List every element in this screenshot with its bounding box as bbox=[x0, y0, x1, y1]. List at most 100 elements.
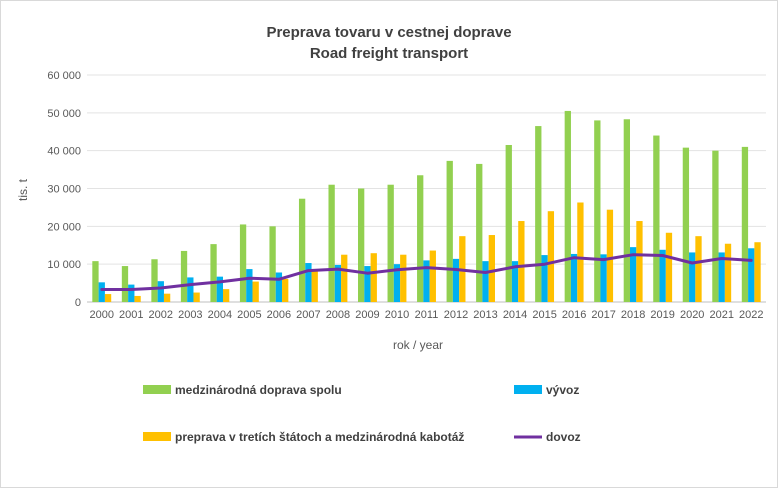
x-tick-labels: 2000 2001 2002 2003 2004 2005 2006 2007 2008 2009… bbox=[90, 309, 764, 321]
bar-export bbox=[334, 264, 342, 302]
bar-total bbox=[712, 150, 719, 302]
bar-export bbox=[689, 252, 696, 302]
legend-swatch bbox=[514, 385, 542, 394]
bar-export bbox=[187, 277, 194, 302]
bar-total bbox=[446, 160, 453, 302]
legend-label: preprava v tretích štátoch a medzinárodn… bbox=[175, 430, 464, 444]
bar-total bbox=[741, 146, 749, 302]
bar-total bbox=[121, 266, 129, 302]
x-tick-label: 2003 bbox=[178, 309, 202, 321]
legend-label: medzinárodná doprava spolu bbox=[175, 383, 342, 397]
bar-total bbox=[476, 163, 483, 302]
bar-export bbox=[452, 258, 460, 302]
y-tick-label: 10 000 bbox=[47, 259, 81, 271]
bar-total bbox=[535, 126, 542, 302]
bar-cross-trade bbox=[606, 209, 614, 302]
x-tick-label: 2016 bbox=[562, 309, 586, 321]
x-tick-label: 2018 bbox=[621, 309, 645, 321]
x-tick-label: 2007 bbox=[296, 309, 320, 321]
x-tick-label: 2015 bbox=[532, 309, 556, 321]
bar-total bbox=[151, 259, 158, 302]
x-axis-label: rok / year bbox=[393, 338, 443, 352]
chart-title: Preprava tovaru v cestnej doprave bbox=[266, 24, 511, 41]
bar-cross-trade bbox=[222, 289, 230, 302]
bar-export bbox=[216, 276, 223, 302]
bar-total bbox=[210, 244, 217, 302]
bar-total bbox=[358, 188, 365, 302]
bar-export bbox=[718, 252, 725, 302]
bar-export bbox=[423, 260, 430, 302]
legend-swatch bbox=[143, 385, 171, 394]
bar-export bbox=[630, 247, 637, 302]
legend-swatch bbox=[143, 432, 171, 441]
bar-export bbox=[600, 254, 607, 302]
x-tick-label: 2002 bbox=[149, 309, 173, 321]
gridlines bbox=[87, 74, 766, 303]
bar-total bbox=[623, 119, 631, 302]
y-tick-label: 20 000 bbox=[47, 221, 81, 233]
bar-total bbox=[328, 184, 335, 302]
bar-cross-trade bbox=[400, 254, 407, 302]
legend-label: vývoz bbox=[546, 383, 579, 397]
bars bbox=[92, 110, 761, 303]
bar-total bbox=[298, 198, 306, 302]
bar-cross-trade bbox=[724, 243, 732, 302]
bar-export bbox=[246, 269, 253, 302]
bar-total bbox=[505, 144, 512, 302]
bar-total bbox=[180, 250, 188, 302]
x-tick-label: 2010 bbox=[385, 309, 409, 321]
bar-export bbox=[511, 261, 519, 302]
x-tick-label: 2000 bbox=[90, 309, 114, 321]
bar-export bbox=[128, 284, 135, 302]
bar-total bbox=[269, 226, 276, 302]
x-tick-label: 2022 bbox=[739, 309, 763, 321]
x-tick-label: 2017 bbox=[591, 309, 615, 321]
bar-cross-trade bbox=[577, 202, 584, 302]
y-tick-label: 0 bbox=[75, 297, 81, 309]
x-tick-label: 2014 bbox=[503, 309, 527, 321]
bar-cross-trade bbox=[163, 293, 171, 302]
series-line-import bbox=[100, 253, 753, 291]
bar-cross-trade bbox=[488, 235, 495, 302]
x-tick-label: 2019 bbox=[650, 309, 674, 321]
y-tick-label: 50 000 bbox=[47, 108, 81, 120]
x-tick-label: 2006 bbox=[267, 309, 291, 321]
bar-cross-trade bbox=[134, 295, 141, 302]
bar-export bbox=[393, 264, 401, 302]
bar-export bbox=[364, 266, 371, 302]
bar-export bbox=[570, 253, 578, 302]
x-tick-label: 2008 bbox=[326, 309, 350, 321]
bar-cross-trade bbox=[429, 250, 436, 302]
bar-total bbox=[387, 184, 394, 302]
chart-subtitle: Road freight transport bbox=[310, 45, 468, 62]
bar-cross-trade bbox=[193, 292, 200, 302]
x-tick-label: 2001 bbox=[119, 309, 143, 321]
y-tick-labels: 0 10 000 20 000 30 000 40 000 50 000 60 000 bbox=[47, 70, 81, 309]
x-tick-label: 2012 bbox=[444, 309, 468, 321]
x-tick-label: 2011 bbox=[415, 309, 439, 321]
x-tick-label: 2021 bbox=[709, 309, 733, 321]
bar-cross-trade bbox=[252, 281, 259, 302]
line-series bbox=[100, 253, 753, 291]
bar-cross-trade bbox=[370, 253, 377, 302]
bar-export bbox=[157, 281, 164, 302]
bar-export bbox=[748, 248, 755, 302]
legend-label: dovoz bbox=[546, 430, 581, 444]
bar-cross-trade bbox=[665, 232, 673, 302]
y-tick-label: 40 000 bbox=[47, 146, 81, 158]
x-tick-label: 2009 bbox=[355, 309, 379, 321]
legend: medzinárodná doprava spolu vývoz preprava … bbox=[143, 383, 581, 444]
bar-export bbox=[659, 249, 666, 302]
x-tick-label: 2004 bbox=[208, 309, 232, 321]
bar-cross-trade bbox=[282, 278, 289, 302]
bar-total bbox=[564, 110, 571, 302]
bar-cross-trade bbox=[104, 294, 112, 302]
bar-export bbox=[275, 272, 283, 302]
y-axis-label: tis. t bbox=[16, 178, 30, 201]
bar-cross-trade bbox=[636, 221, 643, 302]
y-tick-label: 60 000 bbox=[47, 70, 81, 82]
y-tick-label: 30 000 bbox=[47, 184, 81, 196]
bar-cross-trade bbox=[341, 254, 348, 302]
bar-total bbox=[92, 261, 99, 302]
